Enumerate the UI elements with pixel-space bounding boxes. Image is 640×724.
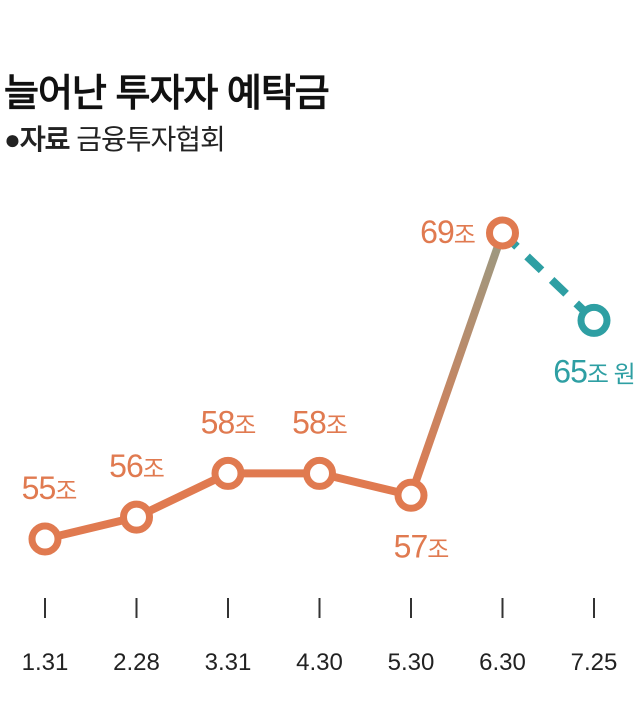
- data-point: [394, 478, 428, 512]
- x-tick-label: 7.25: [571, 649, 618, 676]
- data-label: 65조 원: [553, 353, 634, 389]
- x-tick-label: 4.30: [296, 649, 343, 676]
- x-tick-label: 2.28: [113, 649, 160, 676]
- data-point: [120, 500, 153, 534]
- data-point: [28, 522, 62, 556]
- source-value: 금융투자협회: [76, 124, 226, 155]
- x-tick-label: 6.30: [479, 649, 526, 676]
- x-tick-label: 3.31: [205, 649, 252, 676]
- data-label: 69조: [420, 214, 475, 250]
- data-point: [577, 303, 611, 337]
- data-point: [486, 216, 519, 250]
- data-label: 57조: [394, 528, 449, 564]
- line-segment: [407, 231, 507, 497]
- data-label: 58조: [292, 404, 347, 440]
- bullet-icon: ●: [4, 124, 21, 155]
- data-label: 55조: [22, 470, 77, 506]
- data-point: [303, 456, 336, 490]
- source-line: ●자료 금융투자협회: [4, 118, 226, 158]
- data-point: [211, 456, 245, 490]
- line-segment: [134, 469, 230, 521]
- x-tick-label: 5.30: [388, 649, 435, 676]
- data-label: 56조: [109, 448, 164, 484]
- chart-title: 늘어난 투자자 예탁금: [4, 73, 330, 115]
- x-tick-label: 1.31: [22, 649, 69, 676]
- source-label: 자료: [19, 124, 71, 155]
- line-segment: [499, 230, 597, 324]
- data-label: 58조: [201, 404, 256, 440]
